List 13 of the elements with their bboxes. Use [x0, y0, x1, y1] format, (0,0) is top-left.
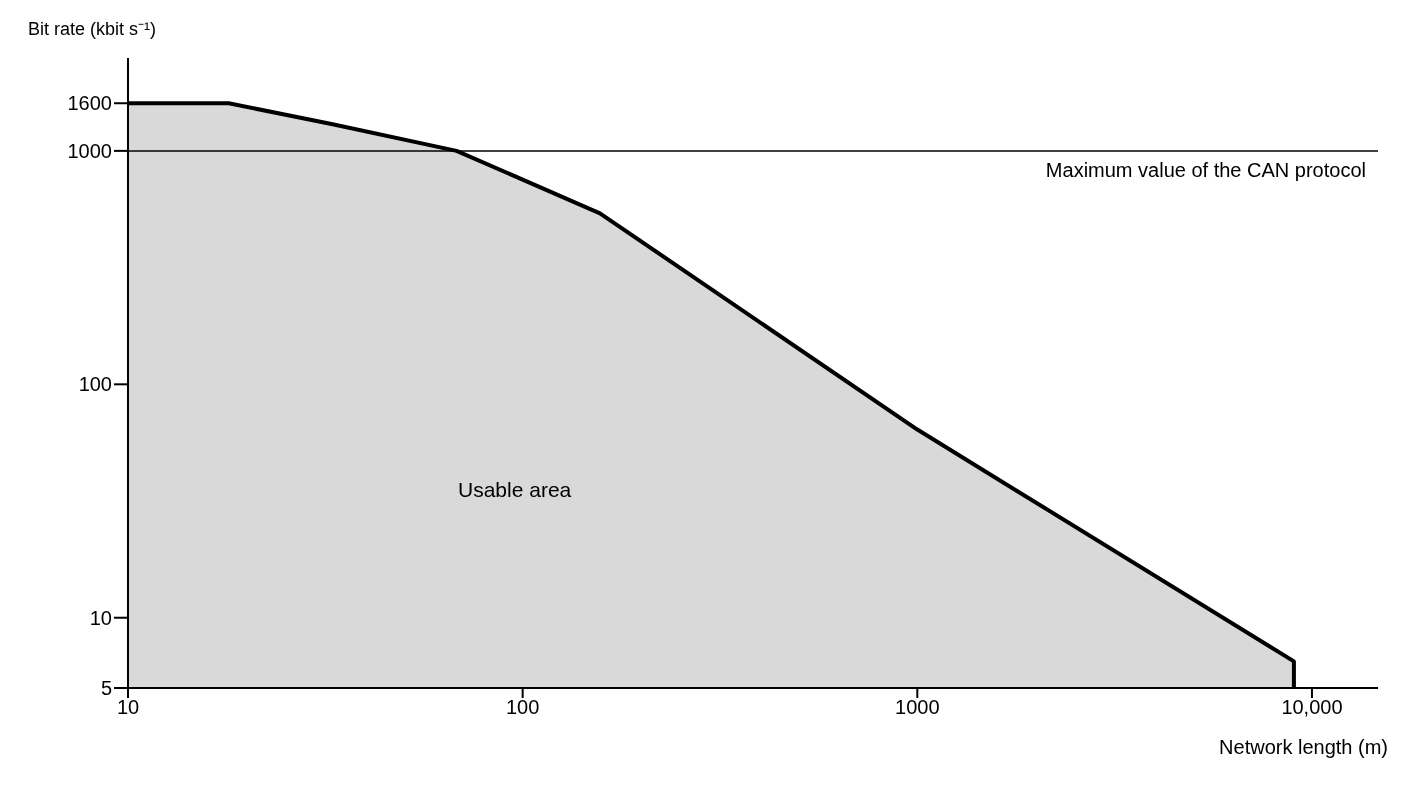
y-tick-label: 1600 [67, 92, 112, 115]
y-tick-label: 10 [89, 606, 112, 629]
y-axis-title: Bit rate (kbit s⁻¹) [28, 18, 157, 40]
annotation: Usable area [458, 478, 572, 502]
x-tick-label: 10,000 [1281, 696, 1343, 719]
y-tick-label: 100 [78, 373, 112, 396]
y-tick-label: 5 [100, 677, 112, 700]
x-tick-label: 1000 [895, 696, 940, 719]
y-tick-label: 1000 [67, 139, 112, 162]
x-tick-label: 10 [116, 696, 140, 719]
ref-line-label: Maximum value of the CAN protocol [1045, 159, 1366, 182]
x-tick-label: 100 [505, 696, 540, 719]
x-axis-title: Network length (m) [1219, 736, 1388, 759]
